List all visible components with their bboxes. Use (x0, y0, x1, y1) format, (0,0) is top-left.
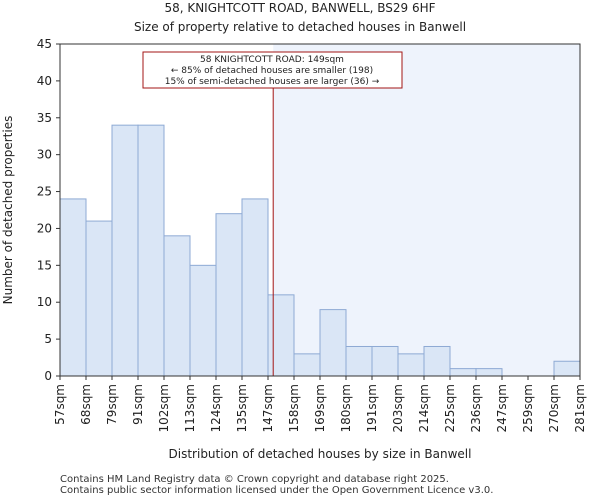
annotation-line1: 58 KNIGHTCOTT ROAD: 149sqm (200, 55, 344, 65)
x-tick-label-214sqm: 214sqm (417, 384, 431, 432)
footer-line2: Contains public sector information licen… (60, 485, 494, 496)
x-tick-label-259sqm: 259sqm (521, 384, 535, 432)
chart-title-line2: Size of property relative to detached ho… (134, 20, 466, 34)
annotation-line2: ← 85% of detached houses are smaller (19… (171, 66, 373, 76)
y-tick-label-20: 20 (37, 221, 52, 235)
y-tick-label-30: 30 (37, 148, 52, 162)
bar-124sqm (215, 213, 243, 377)
x-tick-label-158sqm: 158sqm (287, 384, 301, 432)
y-tick-label-0: 0 (44, 369, 52, 383)
x-tick-label-236sqm: 236sqm (469, 384, 483, 432)
bar-169sqm (319, 309, 347, 377)
x-tick-label-102sqm: 102sqm (157, 384, 171, 432)
footer-line1: Contains HM Land Registry data © Crown c… (60, 474, 449, 485)
y-tick-label-10: 10 (37, 295, 52, 309)
x-tick-label-135sqm: 135sqm (235, 384, 249, 432)
y-tick-label-35: 35 (37, 111, 52, 125)
bar-147sqm (267, 294, 295, 377)
annotation-box: 58 KNIGHTCOTT ROAD: 149sqm ← 85% of deta… (142, 51, 403, 89)
y-tick-label-40: 40 (37, 74, 52, 88)
x-axis-ticks: 57sqm 68sqm 79sqm 91sqm 102sqm 113sqm 124sqm 13… (53, 376, 587, 432)
bar-158sqm (293, 353, 321, 377)
bar-214sqm (423, 345, 451, 377)
y-tick-label-45: 45 (37, 37, 52, 51)
x-axis-label: Distribution of detached houses by size … (169, 447, 472, 461)
x-tick-label-180sqm: 180sqm (339, 384, 353, 432)
x-tick-label-113sqm: 113sqm (183, 384, 197, 432)
x-tick-label-124sqm: 124sqm (209, 384, 223, 432)
chart-title-line1: 58, KNIGHTCOTT ROAD, BANWELL, BS29 6HF (164, 1, 435, 15)
x-tick-label-91sqm: 91sqm (131, 384, 145, 425)
bar-113sqm (189, 264, 217, 377)
y-axis-label: Number of detached properties (1, 116, 15, 305)
x-tick-label-57sqm: 57sqm (53, 384, 67, 425)
x-tick-label-247sqm: 247sqm (495, 384, 509, 432)
bar-203sqm (397, 353, 425, 377)
larger-properties-highlight (273, 44, 580, 376)
bars-group (59, 124, 581, 377)
bar-79sqm (111, 124, 139, 377)
bar-135sqm (241, 198, 269, 377)
bar-225sqm (449, 368, 477, 377)
x-tick-label-270sqm: 270sqm (547, 384, 561, 432)
x-tick-label-68sqm: 68sqm (79, 384, 93, 425)
x-tick-label-225sqm: 225sqm (443, 384, 457, 432)
bar-57sqm (59, 198, 87, 377)
bar-180sqm (345, 345, 373, 377)
y-tick-label-25: 25 (37, 185, 52, 199)
y-tick-label-5: 5 (44, 332, 52, 346)
annotation-line3: 15% of semi-detached houses are larger (… (165, 77, 380, 87)
bar-68sqm (85, 220, 113, 377)
x-tick-label-147sqm: 147sqm (261, 384, 275, 432)
bar-102sqm (163, 235, 191, 377)
x-tick-label-281sqm: 281sqm (573, 384, 587, 432)
plot-frame (59, 43, 581, 377)
bar-270sqm (553, 360, 581, 377)
x-tick-label-191sqm: 191sqm (365, 384, 379, 432)
y-tick-label-15: 15 (37, 258, 52, 272)
x-tick-label-79sqm: 79sqm (105, 384, 119, 425)
x-tick-label-203sqm: 203sqm (391, 384, 405, 432)
bar-191sqm (371, 345, 399, 377)
y-axis-ticks: 0 5 10 15 20 25 30 35 40 45 (37, 37, 60, 383)
bar-91sqm (137, 124, 165, 377)
bar-236sqm (475, 368, 503, 377)
x-tick-label-169sqm: 169sqm (313, 384, 327, 432)
